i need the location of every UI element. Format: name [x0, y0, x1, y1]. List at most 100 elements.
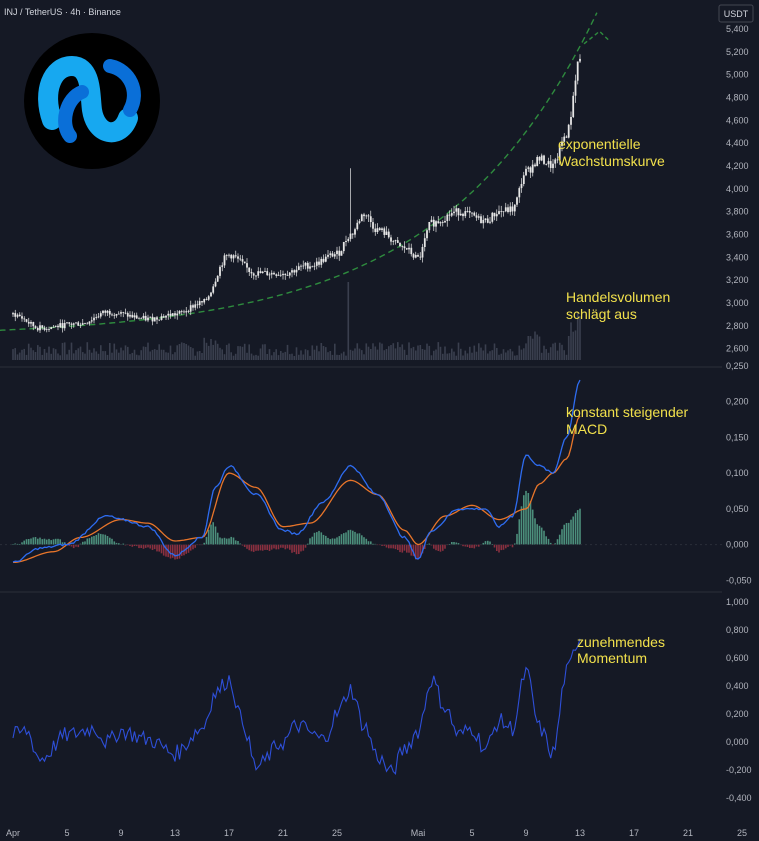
macd-histogram-bar [169, 544, 172, 559]
candle-body [329, 253, 332, 255]
macd-histogram-bar [556, 539, 559, 545]
price-axis-tick-label: 3,600 [726, 229, 749, 239]
volume-bar [358, 348, 361, 360]
macd-histogram-bar [421, 544, 424, 554]
candle-body [102, 310, 104, 314]
volume-bar [502, 349, 505, 360]
macd-histogram-bar [390, 544, 392, 549]
currency-badge[interactable] [718, 4, 754, 23]
momentum-axis-tick-label: 0,600 [726, 653, 749, 663]
candle-body [381, 228, 383, 230]
candle-body [138, 318, 140, 320]
candle-body [234, 255, 237, 257]
volume-bar [153, 349, 156, 360]
volume-bar [430, 355, 433, 360]
candle-body [288, 272, 291, 276]
macd-histogram-bar [507, 544, 509, 547]
macd-histogram-bar [473, 544, 476, 549]
candle-body [331, 253, 334, 257]
volume-bar [397, 342, 399, 360]
volume-bar [264, 344, 266, 360]
macd-histogram-bar [365, 538, 368, 545]
volume-bar [68, 349, 70, 360]
volume-bar [86, 342, 89, 360]
macd-histogram-bar [496, 544, 498, 551]
candle-body [385, 231, 388, 235]
candle-body [144, 315, 147, 321]
macd-histogram-bar [68, 544, 70, 546]
volume-bar [138, 355, 140, 360]
volume-bar [520, 349, 523, 360]
volume-bar [347, 282, 350, 360]
macd-histogram-bar [392, 544, 395, 549]
candle-body [446, 214, 449, 221]
macd-histogram-bar [131, 544, 134, 547]
volume-bar [18, 352, 21, 360]
candle-body [261, 271, 264, 273]
macd-histogram-bar [151, 544, 154, 550]
macd-histogram-bar [493, 544, 496, 548]
volume-bar [23, 348, 25, 360]
exponential-curve-tip [583, 30, 610, 45]
candle-body [567, 124, 570, 138]
candle-body [462, 213, 464, 217]
candle-body [516, 197, 518, 205]
candle-body [178, 311, 181, 314]
macd-histogram-bar [72, 544, 75, 549]
macd-histogram-bar [448, 544, 451, 545]
macd-histogram-bar [221, 538, 223, 545]
candle-body [194, 304, 197, 308]
volume-bar [579, 316, 581, 360]
volume-bar [381, 343, 383, 360]
candle-body [223, 255, 226, 266]
volume-bar [399, 347, 401, 360]
volume-bar [471, 352, 473, 360]
macd-histogram-bar [286, 544, 289, 549]
macd-histogram-bar [268, 544, 271, 551]
candle-body [153, 317, 156, 322]
candle-body [387, 231, 390, 238]
annotation-momentum-line2: Momentum [577, 650, 647, 666]
volume-bar [221, 349, 223, 360]
volume-bar [509, 348, 512, 360]
macd-histogram-bar [165, 544, 167, 557]
volume-bar [14, 348, 16, 360]
volume-bar [500, 353, 503, 360]
candle-body [108, 310, 111, 315]
volume-bar [192, 348, 194, 360]
candle-body [225, 255, 228, 256]
volume-bar [352, 350, 354, 360]
candle-body [529, 167, 532, 173]
volume-bar [187, 345, 190, 360]
candle-body [18, 314, 21, 317]
x-axis-tick-label: Apr [6, 828, 20, 838]
x-axis-tick-label: 9 [523, 828, 528, 838]
volume-bar [428, 345, 431, 360]
volume-bar [79, 346, 82, 360]
volume-bar [291, 353, 293, 360]
volume-bar [383, 350, 386, 360]
macd-histogram-bar [113, 541, 116, 545]
candle-body [572, 95, 575, 117]
annotation-momentum-line1: zunehmendes [577, 634, 665, 650]
candle-body [106, 310, 109, 313]
volume-bar [565, 354, 568, 360]
macd-histogram-bar [442, 544, 444, 551]
candle-body [291, 270, 293, 273]
volume-bar [356, 343, 359, 360]
candle-body [176, 313, 179, 316]
volume-bar [505, 352, 507, 360]
candle-body [79, 324, 82, 326]
volume-bar [313, 349, 316, 360]
candle-body [203, 299, 206, 303]
macd-histogram-bar [356, 533, 359, 545]
candle-body [511, 206, 514, 212]
macd-histogram-bar [536, 524, 538, 545]
candle-body [360, 214, 363, 222]
volume-bar [549, 347, 552, 360]
volume-bar [261, 344, 264, 360]
candle-body [57, 325, 59, 328]
volume-bar [50, 353, 52, 360]
macd-histogram-bar [469, 544, 471, 548]
